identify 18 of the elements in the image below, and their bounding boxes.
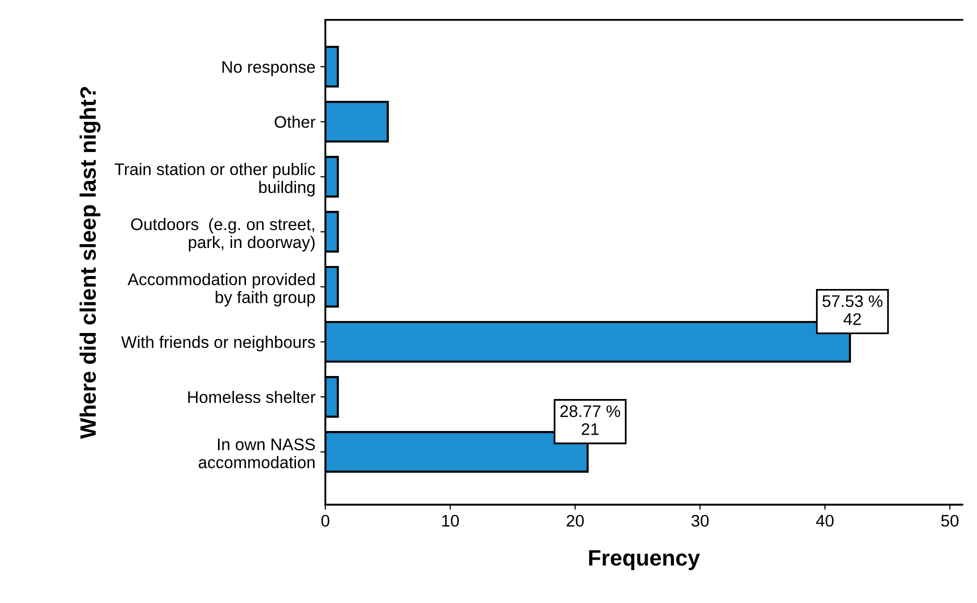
x-tick-label: 20 [566,514,584,527]
y-tick-label: Homeless shelter [188,390,316,404]
data-label: 57.53 % 42 [822,295,882,325]
x-tick-label: 10 [442,514,459,527]
x-tick-label: 30 [691,514,709,527]
y-axis-title: Where did client sleep last night? [80,87,100,439]
y-tick-label: With friends or neighbours [121,336,316,352]
x-tick-label: 40 [816,514,834,527]
y-tick-label: Outdoors (e.g. on street, park, in doorway) [131,218,315,252]
x-tick-label: 50 [941,514,958,527]
x-axis-title: Frequency [589,550,700,570]
y-tick-label: Train station or other public building [114,162,316,196]
y-tick-label: Accommodation provided by faith group [128,272,315,306]
x-tick-label: 0 [321,514,330,527]
y-tick-label: Other [274,116,316,128]
y-tick-label: In own NASS accommodation [198,438,315,468]
y-tick-label: No response [222,61,315,76]
data-label: 28.77 % 21 [560,405,620,435]
